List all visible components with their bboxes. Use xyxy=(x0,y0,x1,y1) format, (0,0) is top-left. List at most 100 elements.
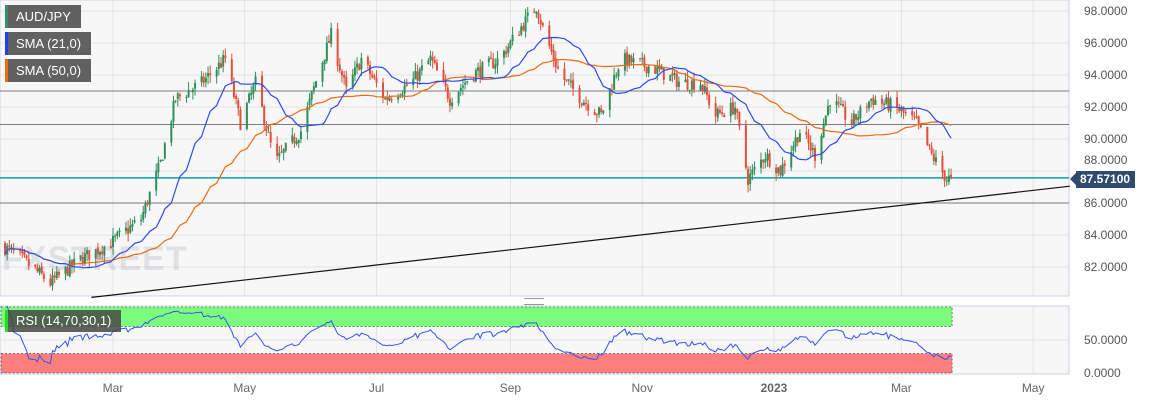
candle-body xyxy=(654,66,657,74)
candle-body xyxy=(444,79,447,87)
candle-body xyxy=(269,132,272,143)
candle-body xyxy=(414,70,417,80)
candle-body xyxy=(280,151,283,153)
candle-body xyxy=(224,55,227,59)
candle-body xyxy=(112,235,114,248)
candle-body xyxy=(675,73,678,87)
candle-body xyxy=(163,143,166,159)
legend-rsi[interactable]: RSI (14,70,30,1) xyxy=(5,310,122,332)
candle-body xyxy=(88,250,91,260)
candle-body xyxy=(312,86,315,92)
legend-sma50-label: SMA (50,0) xyxy=(16,63,82,78)
legend-sma21[interactable]: SMA (21,0) xyxy=(5,32,92,55)
candle-body xyxy=(524,16,527,32)
legend-rsi-label: RSI (14,70,30,1) xyxy=(16,313,112,328)
candle-body xyxy=(254,76,257,85)
candle-body xyxy=(734,107,737,115)
candle-body xyxy=(934,157,937,163)
candle-body xyxy=(669,74,672,81)
candle-body xyxy=(222,55,225,67)
candle-body xyxy=(204,77,207,83)
candle-body xyxy=(295,141,298,144)
candle-body xyxy=(68,260,71,277)
candle-body xyxy=(403,85,406,94)
legend-symbol[interactable]: AUD/JPY xyxy=(5,5,81,28)
candle-body xyxy=(202,76,205,84)
panel-resize-handle[interactable] xyxy=(524,298,544,305)
candle-body xyxy=(94,249,97,259)
candle-body xyxy=(299,131,302,140)
candle-body xyxy=(600,108,603,113)
candle-body xyxy=(507,46,510,53)
candle-body xyxy=(760,159,762,168)
candle-body xyxy=(556,66,559,69)
candle-body xyxy=(384,97,387,100)
candle-body xyxy=(189,90,192,92)
candle-body xyxy=(146,202,149,205)
candle-body xyxy=(783,163,786,166)
candle-body xyxy=(360,57,363,70)
candle-body xyxy=(563,68,566,81)
candle-body xyxy=(593,112,596,115)
candle-body xyxy=(798,133,801,142)
candle-body xyxy=(766,153,769,161)
candle-body xyxy=(673,73,676,75)
candle-body xyxy=(839,103,842,105)
candle-body xyxy=(448,98,451,106)
candle-body xyxy=(358,64,361,71)
candle-body xyxy=(276,143,279,156)
candle-body xyxy=(330,27,333,44)
candle-body xyxy=(83,253,86,264)
candle-body xyxy=(639,58,642,60)
candle-body xyxy=(267,131,270,133)
candle-body xyxy=(401,93,404,97)
candle-body xyxy=(4,243,6,255)
candle-body xyxy=(805,131,808,135)
candle-body xyxy=(461,85,464,88)
candle-body xyxy=(496,58,499,66)
candle-body xyxy=(852,113,855,125)
x-tick-label: Nov xyxy=(632,381,653,395)
candle-body xyxy=(505,51,508,55)
candle-body xyxy=(375,77,378,83)
candle-body xyxy=(427,60,430,65)
candle-body xyxy=(142,211,145,220)
y-tick-label: 96.0000 xyxy=(1084,36,1128,50)
candle-body xyxy=(753,166,756,170)
candle-body xyxy=(114,235,117,237)
candle-body xyxy=(820,135,823,161)
x-tick-label: 2023 xyxy=(761,381,788,395)
candle-body xyxy=(144,202,147,214)
candle-body xyxy=(442,69,445,81)
candle-body xyxy=(502,50,505,58)
candle-body xyxy=(911,111,914,116)
candle-body xyxy=(660,66,663,70)
candle-body xyxy=(336,28,339,66)
candle-body xyxy=(373,76,376,78)
candle-body xyxy=(140,219,143,222)
legend-sma50[interactable]: SMA (50,0) xyxy=(5,59,92,82)
candle-body xyxy=(235,96,238,99)
candle-body xyxy=(19,249,22,252)
candle-body xyxy=(73,258,76,266)
candle-body xyxy=(688,90,691,92)
candle-body xyxy=(124,227,127,232)
candle-body xyxy=(239,109,242,131)
candle-body xyxy=(23,251,26,256)
candle-body xyxy=(608,88,611,110)
candle-body xyxy=(194,83,197,89)
candle-body xyxy=(405,84,408,86)
candle-body xyxy=(917,116,920,124)
candle-body xyxy=(21,250,24,254)
candle-body xyxy=(585,102,588,105)
legend-color-swatch xyxy=(5,59,8,82)
candle-body xyxy=(569,80,572,83)
candle-body xyxy=(459,87,462,92)
candle-body xyxy=(919,123,922,128)
candle-body xyxy=(926,126,929,146)
candle-body xyxy=(535,11,538,14)
candle-body xyxy=(645,66,648,73)
y-tick-label: 90.0000 xyxy=(1084,132,1128,146)
candle-body xyxy=(775,167,778,174)
